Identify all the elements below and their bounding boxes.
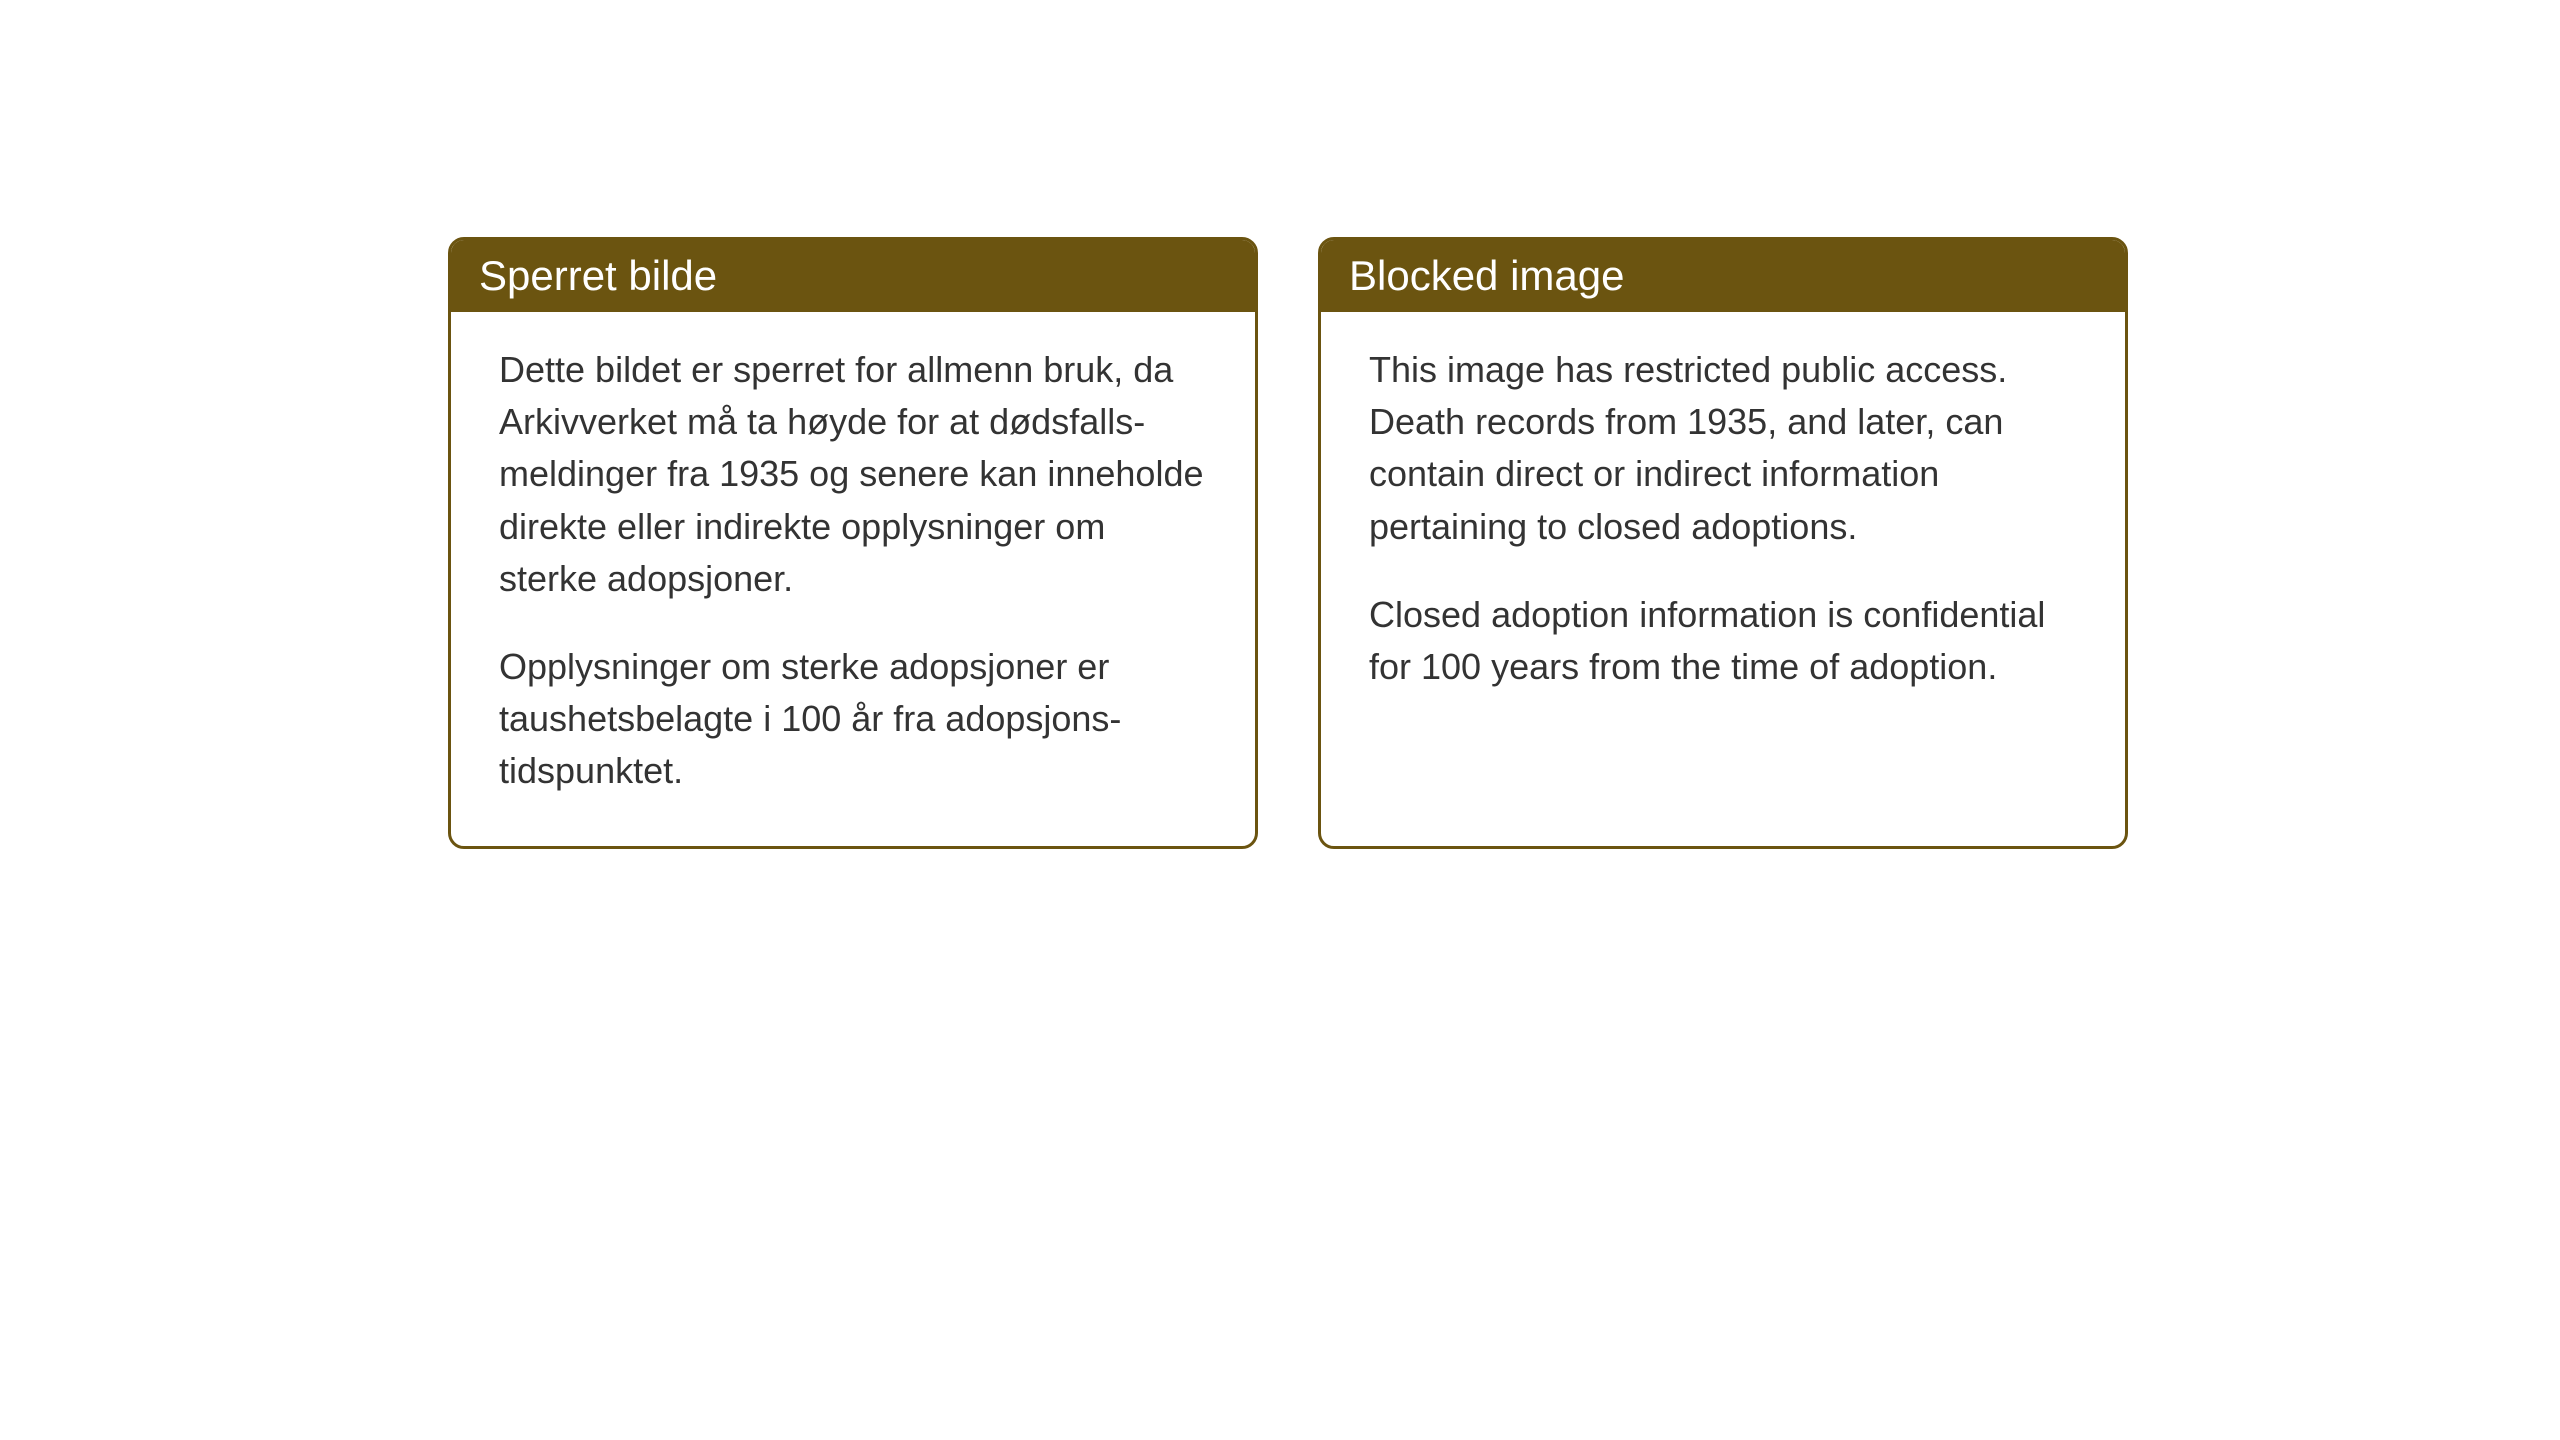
notice-body-english: This image has restricted public access.… — [1321, 312, 2125, 741]
notice-header-norwegian: Sperret bilde — [451, 240, 1255, 312]
notice-paragraph-1-norwegian: Dette bildet er sperret for allmenn bruk… — [499, 344, 1207, 605]
notice-body-norwegian: Dette bildet er sperret for allmenn bruk… — [451, 312, 1255, 846]
notice-title-english: Blocked image — [1349, 252, 1624, 299]
notice-card-english: Blocked image This image has restricted … — [1318, 237, 2128, 849]
notice-card-norwegian: Sperret bilde Dette bildet er sperret fo… — [448, 237, 1258, 849]
notice-container: Sperret bilde Dette bildet er sperret fo… — [448, 237, 2128, 849]
notice-header-english: Blocked image — [1321, 240, 2125, 312]
notice-title-norwegian: Sperret bilde — [479, 252, 717, 299]
notice-paragraph-1-english: This image has restricted public access.… — [1369, 344, 2077, 553]
notice-paragraph-2-norwegian: Opplysninger om sterke adopsjoner er tau… — [499, 641, 1207, 798]
notice-paragraph-2-english: Closed adoption information is confident… — [1369, 589, 2077, 693]
